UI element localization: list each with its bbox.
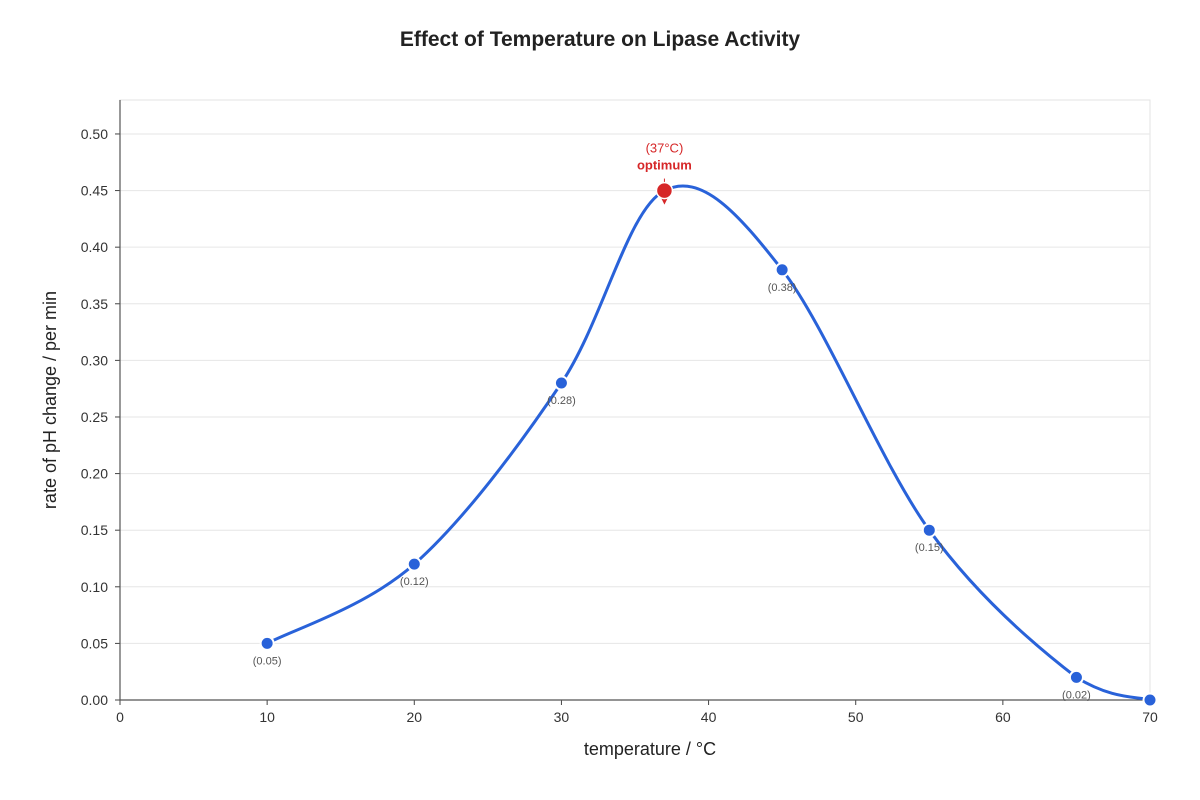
data-point bbox=[553, 375, 569, 391]
data-label: (0.38) bbox=[768, 282, 797, 294]
y-tick-label: 0.40 bbox=[81, 239, 108, 255]
x-tick-label: 70 bbox=[1142, 709, 1158, 725]
plot-frame bbox=[119, 99, 1151, 701]
y-tick-label: 0.05 bbox=[81, 635, 108, 651]
series-line bbox=[266, 184, 1151, 702]
optimum-temp-label: (37°C) bbox=[646, 141, 684, 156]
y-tick-label: 0.00 bbox=[81, 692, 108, 708]
data-labels: (0.05) (0.12) (0.28) (0.38) (0.15) (0.02) bbox=[253, 282, 1091, 702]
data-label: (0.12) bbox=[400, 576, 429, 588]
data-point bbox=[774, 262, 790, 278]
x-tick-label: 60 bbox=[995, 709, 1011, 725]
x-tick-label: 0 bbox=[116, 709, 124, 725]
y-axis-title: rate of pH change / per min bbox=[40, 291, 60, 509]
data-label: (0.15) bbox=[915, 542, 944, 554]
data-point bbox=[406, 556, 422, 572]
y-tick-label: 0.10 bbox=[81, 579, 108, 595]
data-points bbox=[259, 262, 1158, 708]
y-tick-label: 0.45 bbox=[81, 183, 108, 199]
y-tick-label: 0.50 bbox=[81, 126, 108, 142]
annotations: (37°C) optimum bbox=[637, 141, 692, 205]
data-label: (0.02) bbox=[1062, 689, 1091, 701]
data-point bbox=[1068, 669, 1084, 685]
series-layer bbox=[266, 184, 1151, 702]
data-point bbox=[1142, 692, 1158, 708]
optimum-point bbox=[655, 181, 674, 200]
optimum-label: optimum bbox=[637, 158, 692, 173]
x-tick-label: 30 bbox=[554, 709, 570, 725]
axes bbox=[115, 100, 1151, 705]
tick-labels: 0.00 0.05 0.10 0.15 0.20 0.25 0.30 0.35 0.40 0.45… bbox=[81, 126, 1158, 725]
y-tick-label: 0.15 bbox=[81, 522, 108, 538]
y-tick-label: 0.30 bbox=[81, 352, 108, 368]
y-tick-label: 0.20 bbox=[81, 466, 108, 482]
x-tick-label: 40 bbox=[701, 709, 717, 725]
grid-lines bbox=[119, 99, 1151, 701]
data-label: (0.05) bbox=[253, 655, 282, 667]
data-point bbox=[921, 522, 937, 538]
chart-title: Effect of Temperature on Lipase Activity bbox=[399, 28, 801, 51]
x-tick-label: 50 bbox=[848, 709, 864, 725]
x-tick-label: 10 bbox=[259, 709, 275, 725]
y-tick-label: 0.35 bbox=[81, 296, 108, 312]
x-tick-label: 20 bbox=[406, 709, 422, 725]
data-point bbox=[259, 635, 275, 651]
data-label: (0.28) bbox=[547, 395, 576, 407]
x-axis-title: temperature / °C bbox=[584, 739, 716, 759]
y-tick-label: 0.25 bbox=[81, 409, 108, 425]
